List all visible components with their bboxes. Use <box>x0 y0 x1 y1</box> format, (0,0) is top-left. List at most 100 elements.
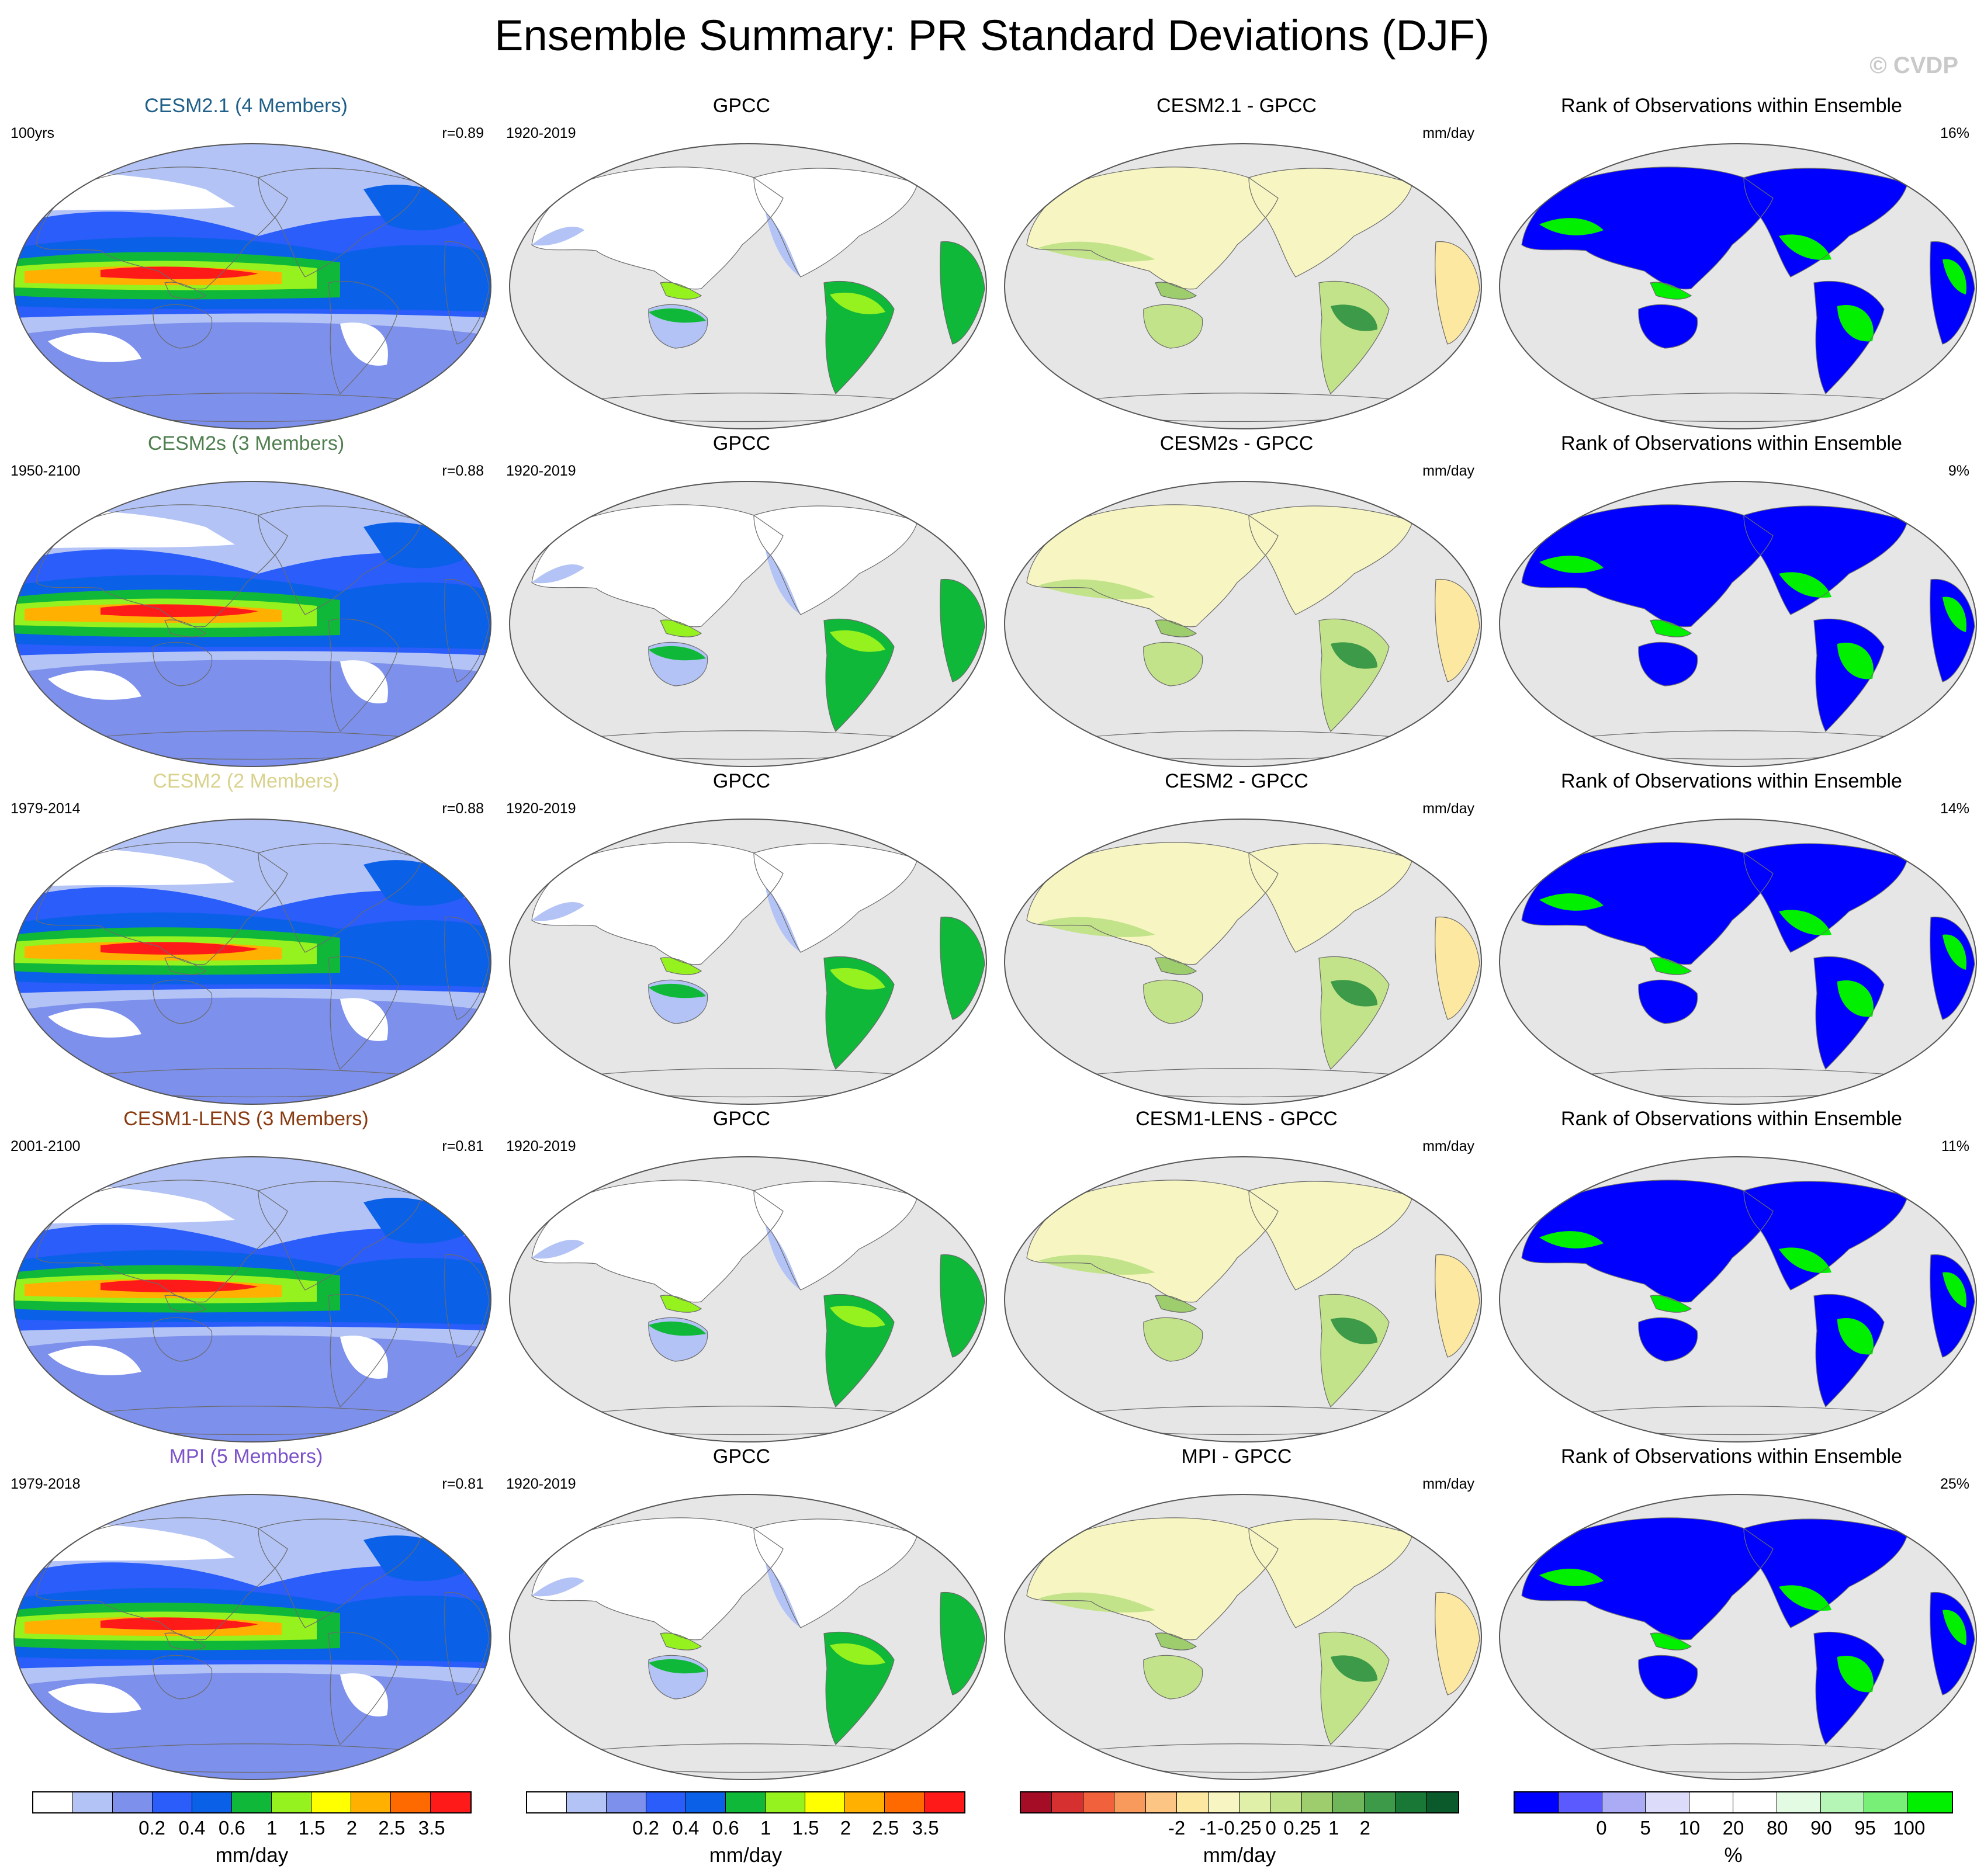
obs-map-svg <box>509 481 987 767</box>
colorbar-swatch <box>1908 1792 1952 1812</box>
obs-map-svg <box>509 143 987 429</box>
diff-corner-label: mm/day <box>1422 463 1474 479</box>
colorbar-swatch <box>1364 1792 1396 1812</box>
model-corner-label: r=0.89 <box>442 125 484 141</box>
model-period-label: 100yrs <box>11 125 55 141</box>
rank-map <box>1498 1493 1978 1781</box>
diff-map <box>1003 1493 1483 1781</box>
rank-map-svg <box>1499 481 1977 767</box>
diff-panel-title: CESM2s - GPCC <box>1159 432 1314 455</box>
colorbar-swatch <box>232 1792 272 1812</box>
colorbar-swatch <box>192 1792 232 1812</box>
colorbar-swatch <box>885 1792 925 1812</box>
obs-map <box>508 818 988 1105</box>
colorbar-swatch <box>311 1792 351 1812</box>
obs-map <box>508 143 988 430</box>
colorbar-swatch <box>1208 1792 1239 1812</box>
rank-panel: Rank of Observations within Ensemble 11% <box>1486 1108 1978 1443</box>
rank-map-svg <box>1499 143 1977 429</box>
diff-panel: CESM1-LENS - GPCC mm/day <box>991 1108 1483 1443</box>
colorbar-swatch <box>845 1792 885 1812</box>
colorbar-tick-label: 2.5 <box>378 1817 406 1839</box>
obs-panel: GPCC 1920-2019 <box>496 1108 988 1443</box>
colorbar-swatch <box>1396 1792 1427 1812</box>
rank-map <box>1498 818 1978 1105</box>
model-period-label: 2001-2100 <box>11 1138 81 1154</box>
colorbar-swatches <box>1514 1791 1953 1813</box>
rank-panel-title: Rank of Observations within Ensemble <box>1561 1108 1902 1130</box>
model-period-label: 1979-2018 <box>11 1476 81 1492</box>
model-panel: CESM2 (2 Members) 1979-2014 r=0.88 <box>0 770 492 1105</box>
obs-period-label: 1920-2019 <box>506 1476 576 1492</box>
colorbar-tick-label: 0 <box>1265 1817 1276 1839</box>
model-panel-title: CESM1-LENS (3 Members) <box>123 1108 369 1130</box>
rank-corner-label: 16% <box>1940 125 1969 141</box>
colorbar-tick-label: -2 <box>1168 1817 1186 1839</box>
colorbar-tick-label: 80 <box>1766 1817 1788 1839</box>
colorbar-swatch <box>431 1792 470 1812</box>
colorbar-swatch <box>1864 1792 1909 1812</box>
colorbar-swatch <box>351 1792 391 1812</box>
colorbar-tick-label: 2 <box>840 1817 851 1839</box>
colorbar-swatches <box>1020 1791 1459 1813</box>
colorbar-swatch <box>1515 1792 1559 1812</box>
model-panel-title: CESM2 (2 Members) <box>153 770 340 792</box>
colorbar-tick-label: -1 <box>1199 1817 1217 1839</box>
diff-panel-title: CESM1-LENS - GPCC <box>1135 1108 1338 1130</box>
colorbar-swatch <box>1177 1792 1209 1812</box>
rank-corner-label: 25% <box>1940 1476 1969 1492</box>
diff-panel-title: MPI - GPCC <box>1181 1445 1292 1468</box>
colorbar-tick-label: 95 <box>1854 1817 1876 1839</box>
colorbar-swatch <box>527 1792 567 1812</box>
obs-map <box>508 1493 988 1781</box>
colorbar-tick-label: 90 <box>1810 1817 1832 1839</box>
diff-map-svg <box>1004 1494 1482 1780</box>
model-corner-label: r=0.81 <box>442 1138 484 1154</box>
colorbar-swatch <box>73 1792 113 1812</box>
colorbar-swatch <box>726 1792 766 1812</box>
rank-corner-label: 14% <box>1940 800 1969 817</box>
colorbar-swatches <box>526 1791 965 1813</box>
colorbar-swatch <box>805 1792 845 1812</box>
model-map-svg <box>13 143 491 429</box>
model-corner-label: r=0.88 <box>442 800 484 817</box>
rank-panel-title: Rank of Observations within Ensemble <box>1561 95 1902 117</box>
colorbar-unit-label: mm/day <box>1203 1844 1276 1867</box>
model-map <box>13 1156 492 1443</box>
rank-corner-label: 9% <box>1948 463 1969 479</box>
model-panel-title: CESM2.1 (4 Members) <box>144 95 348 117</box>
colorbar-tick-label: 0 <box>1596 1817 1607 1839</box>
colorbar-tick-label: 1 <box>760 1817 771 1839</box>
diff-panel: MPI - GPCC mm/day <box>991 1445 1483 1781</box>
model-map <box>13 480 492 768</box>
colorbar-swatch <box>1114 1792 1146 1812</box>
obs-panel: GPCC 1920-2019 <box>496 432 988 768</box>
colorbar-swatch <box>686 1792 726 1812</box>
obs-period-label: 1920-2019 <box>506 125 576 141</box>
colorbar-tick-label: 20 <box>1722 1817 1744 1839</box>
obs-panel: GPCC 1920-2019 <box>496 95 988 430</box>
model-corner-label: r=0.88 <box>442 463 484 479</box>
cvdp-credit: © CVDP <box>1869 53 1958 78</box>
rank-panel: Rank of Observations within Ensemble 14% <box>1486 770 1978 1105</box>
colorbar-unit-label: mm/day <box>215 1844 289 1867</box>
rank-panel: Rank of Observations within Ensemble 25% <box>1486 1445 1978 1781</box>
colorbar-swatch <box>925 1792 964 1812</box>
obs-panel-title: GPCC <box>712 1108 771 1130</box>
diff-panel: CESM2.1 - GPCC mm/day <box>991 95 1483 430</box>
model-period-label: 1950-2100 <box>11 463 81 479</box>
colorbar-swatches <box>32 1791 472 1813</box>
rank-panel-title: Rank of Observations within Ensemble <box>1561 1445 1902 1468</box>
colorbar-swatch <box>1777 1792 1821 1812</box>
colorbar-unit-label: % <box>1724 1844 1743 1867</box>
rank-panel-title: Rank of Observations within Ensemble <box>1561 432 1902 455</box>
diff-corner-label: mm/day <box>1422 1138 1474 1154</box>
rank-panel: Rank of Observations within Ensemble 9% <box>1486 432 1978 768</box>
diff-panel-title: CESM2.1 - GPCC <box>1157 95 1317 117</box>
colorbar-tick-label: 100 <box>1893 1817 1926 1839</box>
diff-map <box>1003 1156 1483 1443</box>
obs-period-label: 1920-2019 <box>506 800 576 817</box>
model-map-svg <box>13 481 491 767</box>
model-period-label: 1979-2014 <box>11 800 81 817</box>
colorbar-swatch <box>1558 1792 1602 1812</box>
